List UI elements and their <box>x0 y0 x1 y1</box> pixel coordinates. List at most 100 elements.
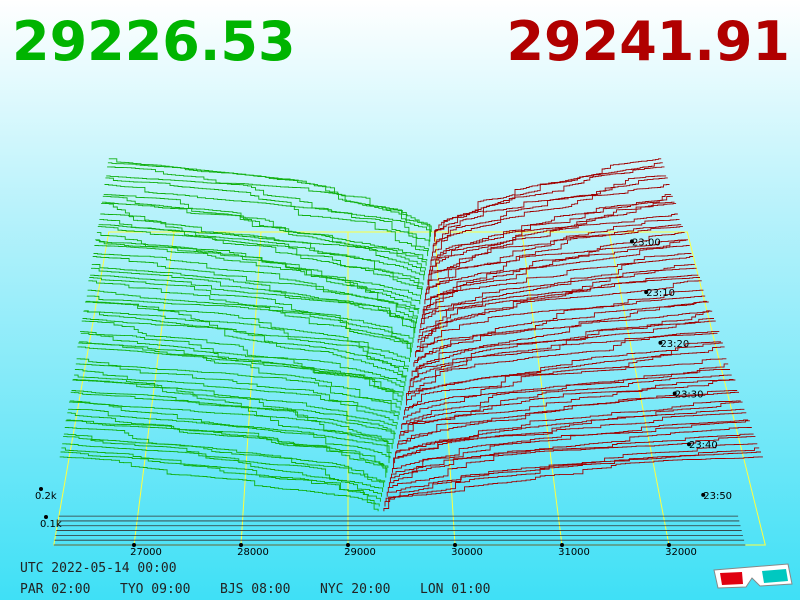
bid-curve <box>67 412 389 468</box>
timezone: PAR 02:00 <box>20 582 90 597</box>
floor-outline <box>53 231 766 546</box>
time-tick-label: 23:20 <box>660 339 689 350</box>
ask-curve <box>422 245 690 314</box>
timezone: BJS 08:00 <box>220 582 290 597</box>
timezone: LON 01:00 <box>420 582 490 597</box>
ask-curve <box>427 218 680 285</box>
ask-curve <box>406 342 723 406</box>
time-tick <box>686 442 691 447</box>
ask-curve <box>396 400 741 454</box>
bid-curve <box>81 320 406 387</box>
ask-curve <box>404 358 727 415</box>
price-tick-label: 29000 <box>344 547 376 558</box>
price-tick <box>132 543 136 547</box>
bid-curve <box>84 310 409 372</box>
bid-curve <box>64 427 386 483</box>
ask-curve <box>415 295 706 358</box>
bid-curve <box>61 447 381 502</box>
ask-curve <box>406 341 721 401</box>
depth-curves <box>53 158 763 546</box>
3d-glasses-icon[interactable] <box>713 563 793 589</box>
bid-curve <box>83 310 408 377</box>
ask-curve <box>394 408 745 464</box>
bid-curve <box>75 363 399 420</box>
ask-curve <box>405 346 725 411</box>
bid-curve <box>108 158 432 232</box>
ask-curve <box>428 213 678 281</box>
time-tick-label: 23:50 <box>703 491 732 502</box>
bid-curve <box>62 443 382 497</box>
ask-curve <box>429 201 675 271</box>
ask-curve <box>403 363 729 420</box>
ask-curve <box>429 202 677 276</box>
bid-curve <box>65 420 387 478</box>
bid-curve <box>107 166 431 242</box>
ask-curve <box>388 433 754 488</box>
price-tick <box>560 543 564 547</box>
ask-curve <box>413 301 709 367</box>
ask-curve <box>393 412 747 468</box>
timezones: PAR 02:00 TYO 09:00 BJS 08:00 NYC 20:00 LON … <box>20 582 490 597</box>
ask-curve <box>400 379 734 435</box>
ask-curve <box>418 274 699 338</box>
price-tick-label: 30000 <box>451 547 483 558</box>
ask-curve <box>395 401 743 459</box>
time-tick-label: 23:30 <box>675 390 704 401</box>
ask-curve <box>387 436 756 492</box>
bid-curve <box>59 456 379 512</box>
ask-curve <box>420 263 695 329</box>
ask-curve <box>421 256 694 324</box>
ask-curve <box>430 195 673 266</box>
bid-curve <box>105 177 429 252</box>
depth-tick-label: 0.1k <box>40 519 62 530</box>
ask-curve <box>402 369 730 425</box>
time-tick <box>658 340 663 345</box>
ask-curve <box>408 332 718 391</box>
ask-curve <box>399 379 736 440</box>
ask-curve <box>425 226 683 295</box>
ask-price: 29241.91 <box>506 10 790 73</box>
bid-curve <box>90 274 415 338</box>
bid-curve <box>77 346 401 411</box>
bid-curve <box>74 369 398 425</box>
ask-curve <box>397 391 739 449</box>
bid-price: 29226.53 <box>12 10 296 73</box>
bid-curve <box>69 400 392 454</box>
axis-labels: 27000 28000 29000 30000 31000 32000 23:00 23:10… <box>35 237 732 558</box>
depth-tick-label: 0.2k <box>35 491 57 502</box>
ask-curve <box>407 331 720 396</box>
time-tick-label: 23:00 <box>632 237 661 248</box>
bid-curve <box>96 239 421 305</box>
ask-curve <box>401 374 732 430</box>
utc-time: UTC 2022-05-14 00:00 <box>20 561 177 576</box>
bid-curve <box>93 253 418 319</box>
bid-curve <box>97 226 422 295</box>
ask-curve <box>434 162 663 237</box>
bid-curve <box>78 342 402 406</box>
price-tick-label: 28000 <box>237 547 269 558</box>
bid-curve <box>68 408 390 464</box>
bid-curve <box>98 224 423 290</box>
bid-curve <box>88 280 413 348</box>
depth-tick <box>39 487 43 491</box>
ask-curve <box>384 451 761 507</box>
bid-curve <box>92 256 417 324</box>
time-tick <box>701 492 706 497</box>
ask-curve <box>383 456 763 512</box>
ask-curve <box>414 300 707 362</box>
bid-curve <box>66 419 388 473</box>
bid-curve <box>89 277 414 343</box>
price-grid-line <box>608 231 670 546</box>
bid-curve <box>76 358 400 415</box>
bid-curve <box>82 318 407 382</box>
ask-curve <box>432 177 668 252</box>
bid-curve <box>106 175 430 247</box>
ask-curve <box>423 239 688 309</box>
ask-curve <box>391 420 750 478</box>
bid-curve <box>60 451 380 507</box>
bid-curve <box>94 245 419 314</box>
ask-curve <box>432 184 670 257</box>
price-tick <box>667 543 671 547</box>
